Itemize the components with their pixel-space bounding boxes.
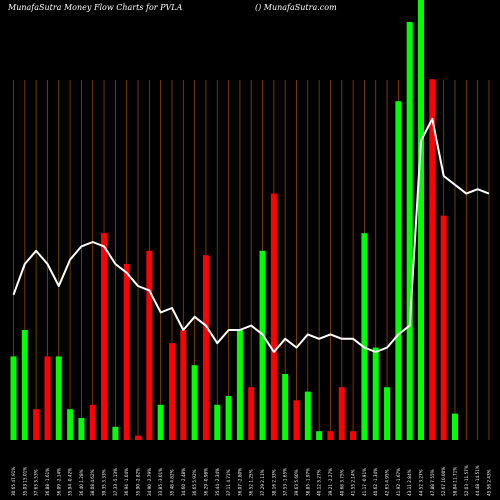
x-tick-label: 36.07 -2.80%	[237, 468, 242, 496]
x-tick-label: 38.08 4.62%	[90, 469, 95, 496]
x-tick-label: 36.29 -0.98%	[203, 468, 208, 496]
chart-title: MunafaSutra Money Flow Charts for PVLA	[7, 3, 183, 12]
x-tick-label: 30.65 47.91%	[11, 467, 16, 496]
bar	[270, 193, 277, 440]
x-tick-label: 41.92 -1.67%	[396, 468, 401, 496]
x-tick-label: 35.44 -2.34%	[215, 468, 220, 496]
bar	[146, 250, 153, 440]
bar	[112, 426, 119, 440]
bar	[327, 431, 334, 440]
x-tick-label: 35.90 -2.82%	[136, 468, 141, 496]
x-axis-tick-labels: 30.65 47.91% 35.03 15.01% 37.63 3.53% 36.88…	[11, 465, 491, 496]
x-tick-label: 36.52 1.25%	[249, 469, 254, 496]
x-tick-label: 40.68 3.75%	[339, 469, 344, 496]
bar	[21, 330, 28, 440]
x-tick-label: 37.29 2.11%	[260, 469, 265, 496]
x-tick-label: 36.65 5.92%	[192, 469, 197, 496]
bar	[78, 418, 85, 440]
bar	[259, 250, 266, 440]
x-tick-label: 44.48 -14.51%	[475, 465, 480, 496]
x-tick-label: 37.33 -5.13%	[113, 468, 118, 496]
line-series	[12, 117, 490, 353]
bar	[440, 215, 447, 440]
x-tick-label: 36.88 -1.61%	[45, 468, 50, 496]
x-tick-label: 42.63 4.95%	[385, 469, 390, 496]
x-tick-label: 44.52 3.27%	[419, 469, 424, 496]
bar	[33, 409, 40, 440]
bar	[384, 387, 391, 440]
bar	[350, 431, 357, 440]
x-tick-label: 45.56 2.43%	[486, 469, 491, 496]
x-tick-label: 38.85 -1.97%	[305, 468, 310, 496]
x-tick-label: 37.11 4.71%	[226, 469, 231, 496]
bar	[191, 365, 198, 440]
bar	[123, 264, 130, 440]
bar	[316, 431, 323, 440]
x-tick-label: 52.67 10.00%	[441, 467, 446, 496]
bar	[418, 0, 425, 440]
bar	[135, 435, 142, 440]
bar	[157, 404, 164, 440]
bar	[451, 413, 458, 440]
bar	[236, 330, 243, 440]
x-tick-label: 36.09 -2.14%	[56, 468, 61, 496]
x-tick-label: 39.35 3.33%	[102, 469, 107, 496]
x-tick-label: 39.63 5.60%	[294, 469, 299, 496]
x-tick-label: 47.88 7.55%	[430, 469, 435, 496]
bar	[372, 347, 379, 440]
x-tick-label: 52.03 -11.57%	[464, 465, 469, 496]
x-tick-label: 41.55 2.14%	[351, 469, 356, 496]
bar	[293, 400, 300, 440]
bar	[248, 387, 255, 440]
bar	[282, 374, 289, 440]
bar	[10, 356, 17, 440]
bar	[101, 233, 108, 440]
x-tick-label: 37.63 3.53%	[34, 469, 39, 496]
x-tick-label: 34.60 -2.48%	[181, 468, 186, 496]
bar	[89, 404, 96, 440]
bar	[55, 356, 62, 440]
bar	[67, 409, 74, 440]
x-tick-label: 33.85 -3.01%	[158, 468, 163, 496]
x-tick-label: 40.12 3.27%	[317, 469, 322, 496]
bar	[214, 404, 221, 440]
bar	[180, 330, 187, 440]
bar	[361, 233, 368, 440]
bar	[406, 22, 413, 440]
x-tick-label: 37.53 -1.65%	[283, 468, 288, 496]
x-tick-label: 36.94 -1.04%	[124, 468, 129, 496]
x-tick-label: 35.48 4.82%	[169, 469, 174, 496]
bar	[395, 101, 402, 440]
bar-series	[10, 0, 458, 440]
x-tick-label: 36.40 1.28%	[79, 469, 84, 496]
x-tick-label: 40.62 -1.34%	[373, 468, 378, 496]
site-watermark: () MunafaSutra.com	[255, 3, 337, 12]
bar	[338, 387, 345, 440]
x-tick-label: 35.03 15.01%	[22, 467, 27, 496]
x-tick-label: 41.17 -0.91%	[362, 468, 367, 496]
bar	[202, 255, 209, 440]
x-tick-label: 39.21 -2.27%	[328, 468, 333, 496]
bar	[168, 343, 175, 440]
bar	[429, 79, 436, 440]
x-tick-label: 58.84 11.71%	[452, 467, 457, 496]
bar	[304, 391, 311, 440]
bar	[225, 396, 232, 440]
x-tick-label: 43.11 2.84%	[407, 469, 412, 496]
x-tick-label: 34.90 -2.79%	[147, 468, 152, 496]
line-path	[12, 117, 490, 353]
x-tick-label: 38.16 2.33%	[271, 469, 276, 496]
bar	[44, 356, 51, 440]
x-tick-label: 35.94 -0.42%	[68, 468, 73, 496]
